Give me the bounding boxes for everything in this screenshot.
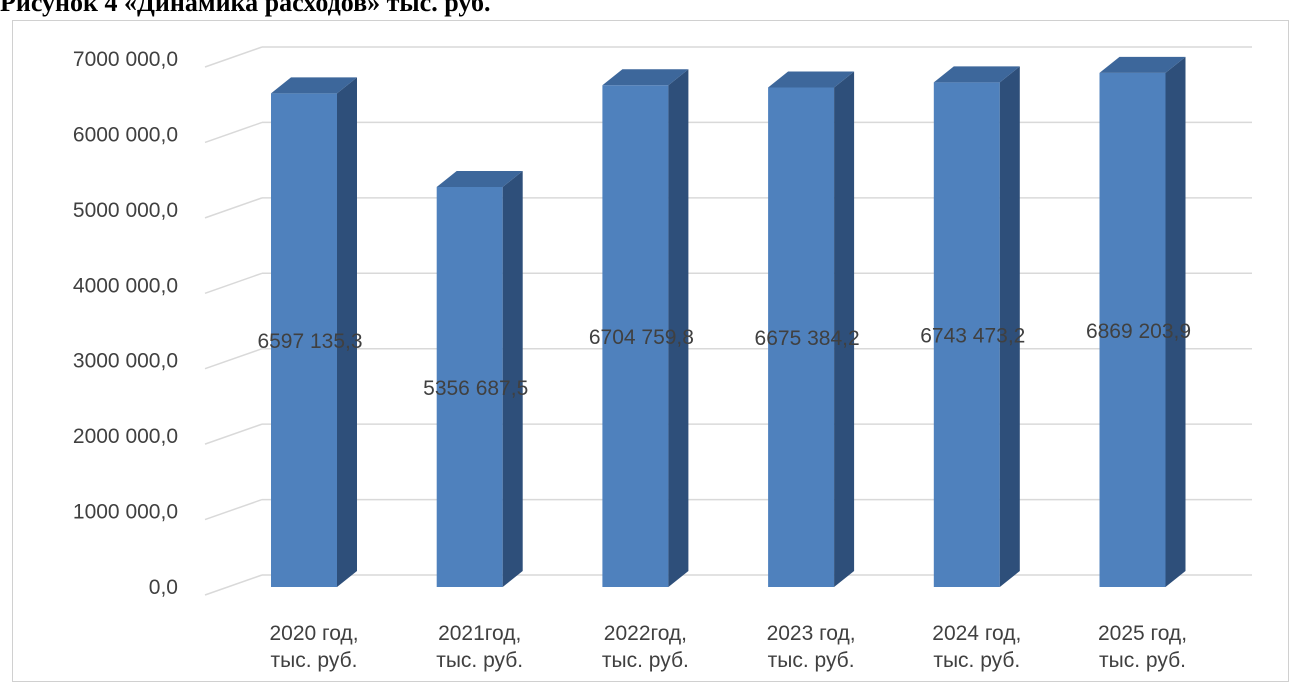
- data-label: 6869 203,9: [1086, 320, 1191, 343]
- bar: [436, 186, 503, 588]
- y-tick-label: 7000 000,0: [73, 48, 178, 71]
- gridline-depth: [204, 121, 263, 144]
- bar-top: [602, 69, 689, 86]
- bar: [933, 82, 1000, 587]
- gridline-depth: [204, 348, 263, 370]
- x-tick-label: тыс. руб.: [933, 649, 1020, 672]
- x-tick-label: 2021год,: [438, 622, 521, 645]
- data-label: 6597 135,3: [257, 330, 362, 353]
- bar-top: [1099, 56, 1186, 73]
- bar: [768, 87, 835, 588]
- x-tick-label: 2025 год,: [1098, 622, 1187, 645]
- y-tick-label: 4000 000,0: [73, 274, 178, 297]
- gridline-depth: [204, 498, 263, 521]
- y-tick-label: 5000 000,0: [73, 199, 178, 222]
- gridline-depth: [204, 272, 263, 294]
- x-tick-label: тыс. руб.: [1099, 649, 1186, 672]
- x-tick-label: 2022год,: [604, 622, 687, 645]
- x-tick-label: 2020 год,: [269, 622, 358, 645]
- y-tick-label: 3000 000,0: [73, 350, 178, 373]
- bar-top: [933, 66, 1020, 83]
- bar: [1099, 72, 1166, 587]
- bar-top: [768, 71, 855, 88]
- bar-side: [999, 66, 1020, 588]
- data-label: 6675 384,2: [755, 327, 860, 350]
- x-tick-label: 2023 год,: [767, 622, 856, 645]
- gridline-depth: [204, 423, 263, 445]
- bar-side: [502, 170, 523, 588]
- x-tick-label: тыс. руб.: [436, 649, 523, 672]
- data-label: 6704 759,8: [589, 326, 694, 349]
- bar-side: [337, 77, 357, 587]
- bar-top: [436, 170, 523, 187]
- bar: [602, 85, 669, 588]
- gridline-depth: [204, 574, 263, 596]
- x-tick-label: 2024 год,: [932, 622, 1021, 645]
- y-tick-label: 6000 000,0: [73, 123, 178, 146]
- data-label: 5356 687,5: [423, 377, 528, 400]
- figure-caption: Рисунок 4 «Динамика расходов» тыс. руб.: [0, 0, 491, 17]
- gridline-depth: [204, 46, 263, 68]
- bar-side: [668, 69, 689, 588]
- y-tick-label: 0,0: [149, 576, 178, 599]
- bar-side: [1165, 56, 1186, 587]
- gridline-depth: [204, 197, 263, 219]
- y-tick-label: 1000 000,0: [73, 501, 178, 524]
- bar-top: [271, 77, 357, 94]
- x-tick-label: тыс. руб.: [271, 649, 358, 672]
- data-label: 6743 473,2: [920, 325, 1025, 348]
- bar: [271, 93, 337, 587]
- x-tick-label: тыс. руб.: [768, 649, 855, 672]
- bar-side: [834, 71, 855, 588]
- y-tick-label: 2000 000,0: [73, 425, 178, 448]
- x-tick-label: тыс. руб.: [602, 649, 689, 672]
